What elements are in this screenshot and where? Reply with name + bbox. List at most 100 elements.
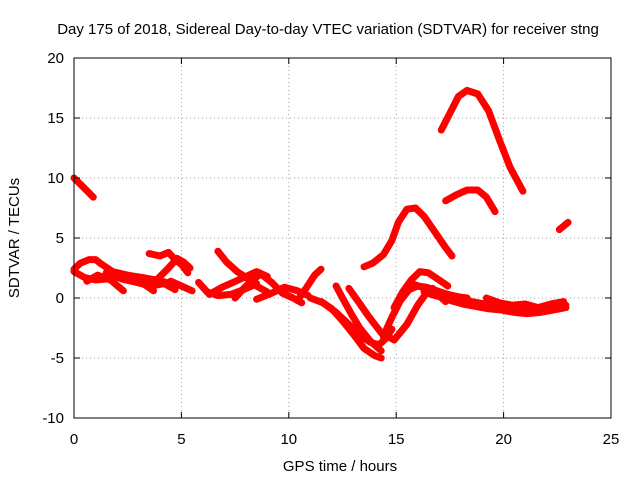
data-point [317, 266, 325, 273]
data-point [378, 354, 385, 362]
data-point [420, 288, 428, 296]
data-point [425, 269, 432, 276]
data-point [120, 287, 127, 294]
data-point [98, 261, 106, 268]
data-point [214, 248, 222, 255]
data-point [395, 219, 402, 226]
data-point [562, 304, 570, 311]
data-point [442, 244, 449, 251]
data-point [90, 194, 97, 201]
data-point [281, 284, 288, 291]
data-point [347, 310, 355, 317]
x-tick-label: 5 [177, 431, 185, 448]
data-point [472, 303, 479, 310]
data-point [229, 279, 237, 286]
data-point [485, 305, 492, 312]
data-point [77, 260, 84, 267]
data-point [219, 284, 226, 291]
data-point [167, 278, 174, 285]
data-point [463, 87, 471, 94]
data-point [180, 258, 187, 266]
data-point [371, 352, 378, 359]
data-point [420, 213, 428, 220]
data-point [146, 250, 153, 257]
data-point [360, 263, 368, 270]
data-point [139, 274, 146, 281]
data-point [446, 297, 454, 304]
data-point [268, 290, 275, 297]
data-point [498, 306, 505, 314]
data-point [560, 298, 567, 305]
data-point [408, 280, 415, 287]
data-point [390, 304, 398, 311]
data-point [453, 191, 460, 198]
series-arc-23 [446, 296, 570, 318]
x-tick-label: 10 [280, 431, 297, 448]
axis-ticks: 0 5 10 15 20 25 -10 -5 0 5 10 15 20 [42, 50, 619, 448]
data-point [511, 309, 518, 316]
chart-title: Day 175 of 2018, Sidereal Day-to-day VTE… [57, 21, 599, 38]
data-point [206, 291, 213, 298]
data-point [431, 292, 439, 299]
series-arc-2 [70, 256, 170, 286]
data-point [416, 268, 423, 275]
y-axis-label: SDTVAR / TECUs [6, 178, 23, 298]
x-axis-label: GPS time / hours [283, 458, 397, 475]
data-point [92, 256, 99, 263]
grid [74, 58, 611, 418]
data-point [223, 258, 230, 266]
x-tick-label: 20 [495, 431, 512, 448]
y-tick-label: -10 [42, 410, 64, 427]
data-point [188, 287, 196, 294]
data-point [133, 279, 140, 286]
data-point [249, 276, 256, 284]
data-point [307, 294, 314, 302]
data-point [85, 256, 93, 263]
data-point [390, 336, 398, 344]
data-point [455, 93, 462, 100]
data-point [378, 347, 385, 354]
data-point [446, 110, 454, 117]
data-point [399, 288, 406, 296]
data-point [444, 282, 451, 290]
x-tick-label: 15 [388, 431, 405, 448]
data-point [367, 338, 374, 345]
data-point [442, 197, 449, 204]
data-point [403, 206, 411, 213]
data-point [564, 219, 572, 226]
data-point [118, 275, 125, 282]
data-point [560, 222, 567, 230]
data-point [294, 297, 301, 304]
x-tick-label: 0 [70, 431, 78, 448]
data-point [240, 285, 247, 292]
data-point [171, 286, 179, 293]
data-point [240, 274, 247, 281]
data-point [356, 324, 363, 332]
data-point [339, 294, 346, 302]
data-point [165, 249, 172, 256]
data-point [448, 252, 456, 260]
data-point [350, 330, 357, 338]
data-point [317, 298, 325, 305]
data-point [94, 272, 101, 279]
data-point [412, 204, 419, 212]
data-point [483, 294, 490, 302]
series-arc-14 [293, 265, 325, 304]
data-point [268, 279, 275, 286]
y-tick-label: 20 [47, 50, 64, 67]
data-point [388, 314, 396, 321]
data-point [178, 282, 185, 290]
data-point [253, 296, 260, 303]
series-arc-25 [360, 204, 456, 271]
data-point [556, 226, 563, 233]
data-point [388, 237, 396, 244]
data-point [173, 255, 181, 262]
data-point [524, 310, 531, 317]
data-point [231, 294, 239, 302]
data-point [156, 252, 164, 260]
data-point [485, 107, 492, 115]
data-point [234, 268, 241, 275]
data-point [519, 188, 527, 195]
data-point [79, 183, 86, 190]
